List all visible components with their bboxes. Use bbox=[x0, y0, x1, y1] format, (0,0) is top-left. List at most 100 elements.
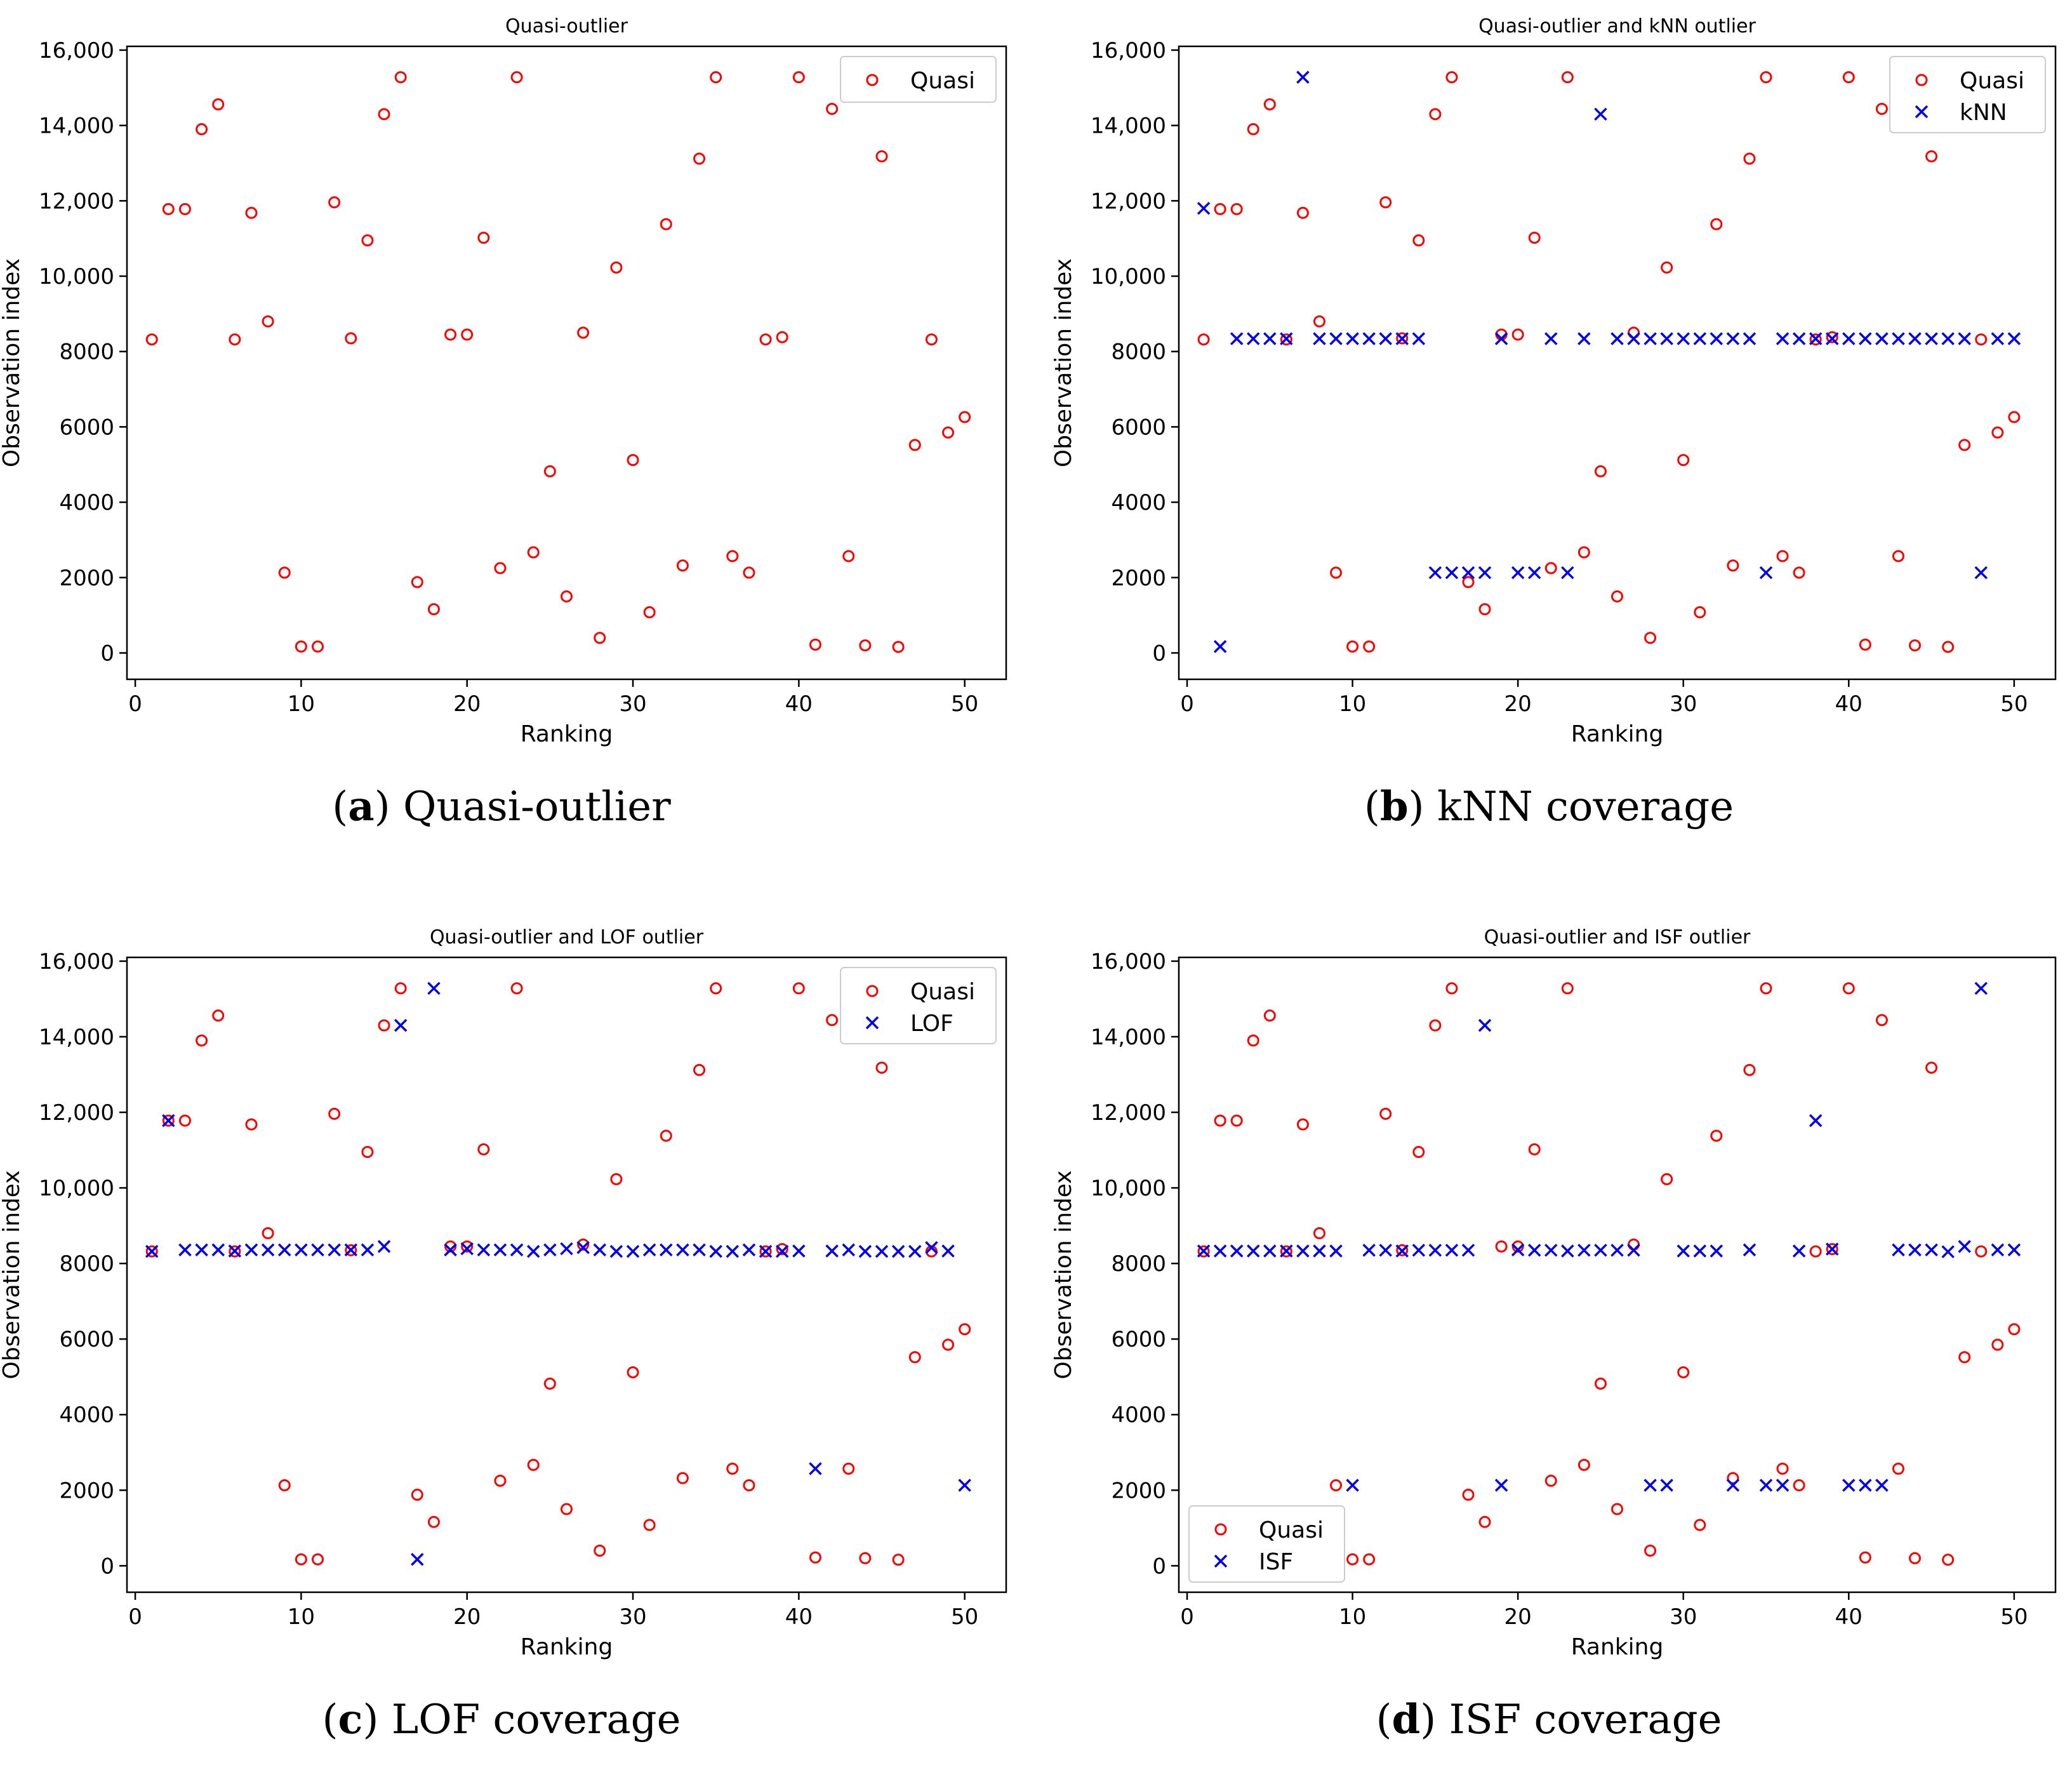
data-point-isf bbox=[1197, 1244, 1211, 1258]
data-point-knn bbox=[1743, 332, 1757, 345]
data-point-quasi bbox=[1544, 1474, 1557, 1487]
data-point-quasi bbox=[1263, 98, 1276, 110]
data-point-quasi bbox=[1892, 550, 1904, 562]
x-tick-label: 50 bbox=[951, 1604, 978, 1630]
data-point-quasi bbox=[1445, 71, 1458, 84]
data-point-knn bbox=[1379, 332, 1392, 345]
data-point-knn bbox=[1594, 107, 1607, 121]
data-point-quasi bbox=[1942, 641, 1955, 653]
data-point-quasi bbox=[461, 1240, 474, 1253]
data-point-lof bbox=[676, 1243, 689, 1256]
y-tick-label: 8000 bbox=[1111, 1251, 1166, 1277]
data-point-isf bbox=[1875, 1479, 1889, 1492]
y-tick-label: 16,000 bbox=[39, 38, 114, 63]
data-point-lof bbox=[211, 1243, 225, 1256]
data-point-quasi bbox=[1346, 640, 1359, 653]
y-tick-label: 14,000 bbox=[39, 1025, 114, 1050]
data-point-knn bbox=[1445, 566, 1459, 580]
data-point-quasi bbox=[1842, 982, 1855, 995]
data-point-quasi bbox=[1594, 465, 1607, 477]
data-point-quasi bbox=[494, 1474, 507, 1487]
x-tick-label: 0 bbox=[1180, 1604, 1194, 1630]
data-point-lof bbox=[759, 1244, 773, 1258]
data-point-quasi bbox=[1247, 123, 1259, 136]
y-tick-label: 0 bbox=[100, 641, 114, 666]
y-tick-label: 2000 bbox=[1111, 1478, 1166, 1503]
data-point-lof bbox=[510, 1243, 524, 1256]
data-point-quasi bbox=[510, 71, 523, 84]
data-point-quasi bbox=[1313, 1227, 1325, 1240]
data-point-quasi bbox=[1909, 639, 1922, 652]
legend-label-quasi: Quasi bbox=[1259, 1517, 1324, 1543]
data-point-quasi bbox=[229, 1245, 241, 1258]
data-point-quasi bbox=[1396, 1244, 1409, 1256]
panel-caption: (d) ISF coverage bbox=[1376, 1696, 1722, 1743]
data-point-isf bbox=[1826, 1242, 1839, 1256]
y-tick-label: 10,000 bbox=[1091, 264, 1166, 289]
data-point-quasi bbox=[776, 1243, 788, 1256]
panel-caption: (a) Quasi-outlier bbox=[332, 783, 671, 830]
series-quasi bbox=[1197, 982, 2021, 1566]
y-tick-label: 2000 bbox=[59, 566, 114, 591]
data-point-quasi bbox=[162, 1114, 175, 1127]
data-point-knn bbox=[1478, 566, 1492, 580]
data-point-knn bbox=[1511, 566, 1525, 580]
data-point-quasi bbox=[444, 1240, 457, 1253]
legend: Quasi bbox=[840, 56, 997, 103]
data-point-knn bbox=[1610, 332, 1624, 345]
data-point-lof bbox=[543, 1243, 557, 1256]
data-point-quasi bbox=[859, 639, 872, 652]
data-point-knn bbox=[1974, 566, 1988, 580]
plot-frame bbox=[1178, 956, 2057, 1594]
data-point-quasi bbox=[908, 1351, 921, 1364]
x-tick-label: 20 bbox=[453, 691, 481, 717]
data-point-lof bbox=[278, 1243, 291, 1256]
legend-box bbox=[840, 56, 997, 103]
data-point-isf bbox=[1213, 1244, 1227, 1258]
data-point-quasi bbox=[145, 333, 158, 346]
data-point-quasi bbox=[345, 1244, 357, 1256]
data-point-knn bbox=[1461, 566, 1475, 580]
x-axis-label: Ranking bbox=[1571, 721, 1664, 747]
data-point-isf bbox=[1544, 1244, 1558, 1257]
data-point-quasi bbox=[577, 1238, 590, 1251]
x-tick-label: 40 bbox=[785, 691, 813, 717]
data-point-quasi bbox=[1793, 566, 1805, 579]
data-point-lof bbox=[162, 1114, 175, 1128]
data-point-quasi bbox=[145, 1245, 158, 1258]
data-point-quasi bbox=[759, 333, 772, 346]
data-point-quasi bbox=[1809, 333, 1822, 346]
data-point-lof bbox=[858, 1244, 872, 1258]
data-point-isf bbox=[1511, 1243, 1525, 1256]
data-point-lof bbox=[742, 1243, 756, 1256]
data-point-quasi bbox=[826, 103, 839, 116]
chart-title: Quasi-outlier and LOF outlier bbox=[430, 926, 704, 948]
y-tick-label: 12,000 bbox=[39, 189, 114, 214]
series-knn bbox=[1197, 70, 2021, 653]
plot-frame bbox=[1178, 45, 2057, 681]
data-point-knn bbox=[1776, 332, 1790, 345]
data-point-quasi bbox=[1230, 1114, 1243, 1127]
data-point-quasi bbox=[1842, 71, 1855, 84]
data-point-quasi bbox=[394, 71, 407, 84]
y-tick-label: 0 bbox=[1152, 641, 1166, 666]
data-point-quasi bbox=[1363, 1553, 1376, 1566]
series-lof bbox=[145, 981, 971, 1566]
data-point-quasi bbox=[295, 640, 307, 653]
data-point-quasi bbox=[1942, 1554, 1955, 1566]
data-point-quasi bbox=[942, 426, 955, 439]
legend-label-isf: ISF bbox=[1259, 1549, 1293, 1575]
legend-box bbox=[1889, 56, 2046, 133]
legend-marker-quasi bbox=[866, 74, 879, 86]
y-tick-label: 10,000 bbox=[39, 1176, 114, 1201]
data-point-knn bbox=[1296, 70, 1310, 84]
chart-panel-b: Quasi-outlier and kNN outlier 0 10 20 30 40 50… bbox=[1051, 15, 2057, 830]
y-tick-label: 14,000 bbox=[1091, 1025, 1166, 1050]
data-point-quasi bbox=[212, 98, 225, 110]
data-point-quasi bbox=[676, 559, 689, 572]
data-point-isf bbox=[1478, 1018, 1492, 1032]
data-point-quasi bbox=[1214, 203, 1226, 215]
data-point-quasi bbox=[875, 150, 888, 163]
